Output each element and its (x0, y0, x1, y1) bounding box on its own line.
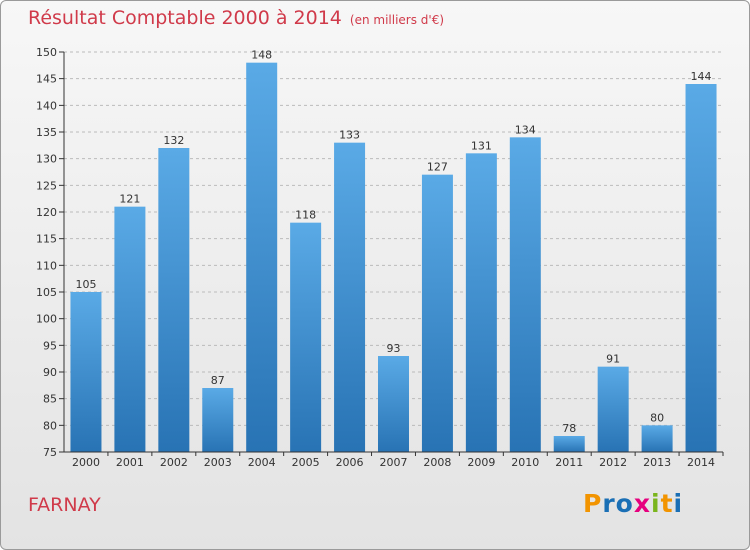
chart-title: Résultat Comptable 2000 à 2014 (en millie… (28, 7, 444, 29)
x-tick-label-2012: 2012 (599, 456, 627, 469)
commune-name: FARNAY (28, 494, 101, 516)
chart-unit: (en milliers d'€) (349, 13, 445, 27)
data-label-2007: 93 (387, 342, 401, 355)
y-tick-label: 150 (36, 46, 57, 59)
x-tick-label-2008: 2008 (423, 456, 451, 469)
data-label-2004: 148 (251, 49, 272, 62)
bar-2010 (509, 137, 541, 453)
x-tick-label-2002: 2002 (160, 456, 188, 469)
logo-letter: x (633, 489, 651, 518)
x-tick-label-2005: 2005 (292, 456, 320, 469)
x-tick-label-2003: 2003 (204, 456, 232, 469)
x-tick-label-2000: 2000 (72, 456, 100, 469)
y-tick-label: 90 (43, 366, 57, 379)
data-label-2008: 127 (427, 161, 448, 174)
bars (70, 62, 717, 453)
bar-2000 (70, 292, 102, 452)
y-tick-label: 135 (36, 126, 57, 139)
x-tick-label-2011: 2011 (555, 456, 583, 469)
x-tick-label-2010: 2010 (511, 456, 539, 469)
axes: 75 80 85 90 95 100 105 110 115 120 125 130 135 140 145… (36, 46, 724, 469)
y-tick-label: 95 (43, 339, 57, 352)
logo-letter: i (651, 489, 661, 518)
y-tick-label: 140 (36, 99, 57, 112)
data-label-2010: 134 (515, 123, 536, 136)
bar-2014 (685, 84, 717, 452)
y-tick-label: 105 (36, 286, 57, 299)
bar-2009 (465, 153, 497, 453)
data-label-2005: 118 (295, 209, 316, 222)
y-tick-label: 110 (36, 259, 57, 272)
logo-letter: i (673, 489, 684, 518)
logo-letter: o (615, 489, 634, 518)
x-tick-label-2004: 2004 (248, 456, 276, 469)
x-tick-label-2001: 2001 (116, 456, 144, 469)
data-label-2013: 80 (650, 411, 664, 424)
x-tick-label-2014: 2014 (687, 456, 715, 469)
data-labels: 105 121 132 87 148 118 133 93 127 131 134 78 91 80 144 (75, 49, 711, 435)
bar-2007 (378, 356, 409, 452)
x-tick-label-2006: 2006 (336, 456, 364, 469)
x-tick-label-2009: 2009 (467, 456, 495, 469)
bar-2004 (246, 62, 278, 453)
data-label-2002: 132 (163, 134, 184, 147)
y-tick-label: 115 (36, 233, 57, 246)
bar-2011 (553, 436, 585, 452)
data-label-2001: 121 (119, 193, 140, 206)
x-tick-label-2007: 2007 (380, 456, 408, 469)
y-tick-label: 145 (36, 73, 57, 86)
logo-letter: P (583, 489, 603, 518)
bar-2003 (202, 388, 234, 452)
bar-2012 (597, 366, 629, 452)
y-tick-label: 80 (43, 419, 57, 432)
chart-title-text: Résultat Comptable 2000 à 2014 (28, 7, 342, 29)
data-label-2011: 78 (562, 422, 576, 435)
y-tick-label: 100 (36, 313, 57, 326)
y-tick-label: 130 (36, 153, 57, 166)
bar-2002 (158, 148, 190, 452)
proxiti-logo: Proxiti (583, 489, 683, 518)
data-label-2014: 144 (691, 70, 712, 83)
y-tick-label: 125 (36, 179, 57, 192)
bar-2005 (290, 222, 322, 452)
y-tick-label: 85 (43, 393, 57, 406)
y-tick-label: 120 (36, 206, 57, 219)
bar-2013 (641, 425, 673, 452)
bar-2001 (114, 206, 146, 452)
bar-2008 (421, 174, 453, 452)
logo-letter: r (602, 489, 616, 518)
data-label-2003: 87 (211, 374, 225, 387)
data-label-2012: 91 (606, 353, 620, 366)
data-label-2006: 133 (339, 129, 360, 142)
data-label-2009: 131 (471, 139, 492, 152)
x-tick-label-2013: 2013 (643, 456, 671, 469)
data-label-2000: 105 (75, 278, 96, 291)
y-tick-label: 75 (43, 446, 57, 459)
logo-letter: t (660, 489, 674, 518)
bar-2006 (334, 142, 366, 452)
